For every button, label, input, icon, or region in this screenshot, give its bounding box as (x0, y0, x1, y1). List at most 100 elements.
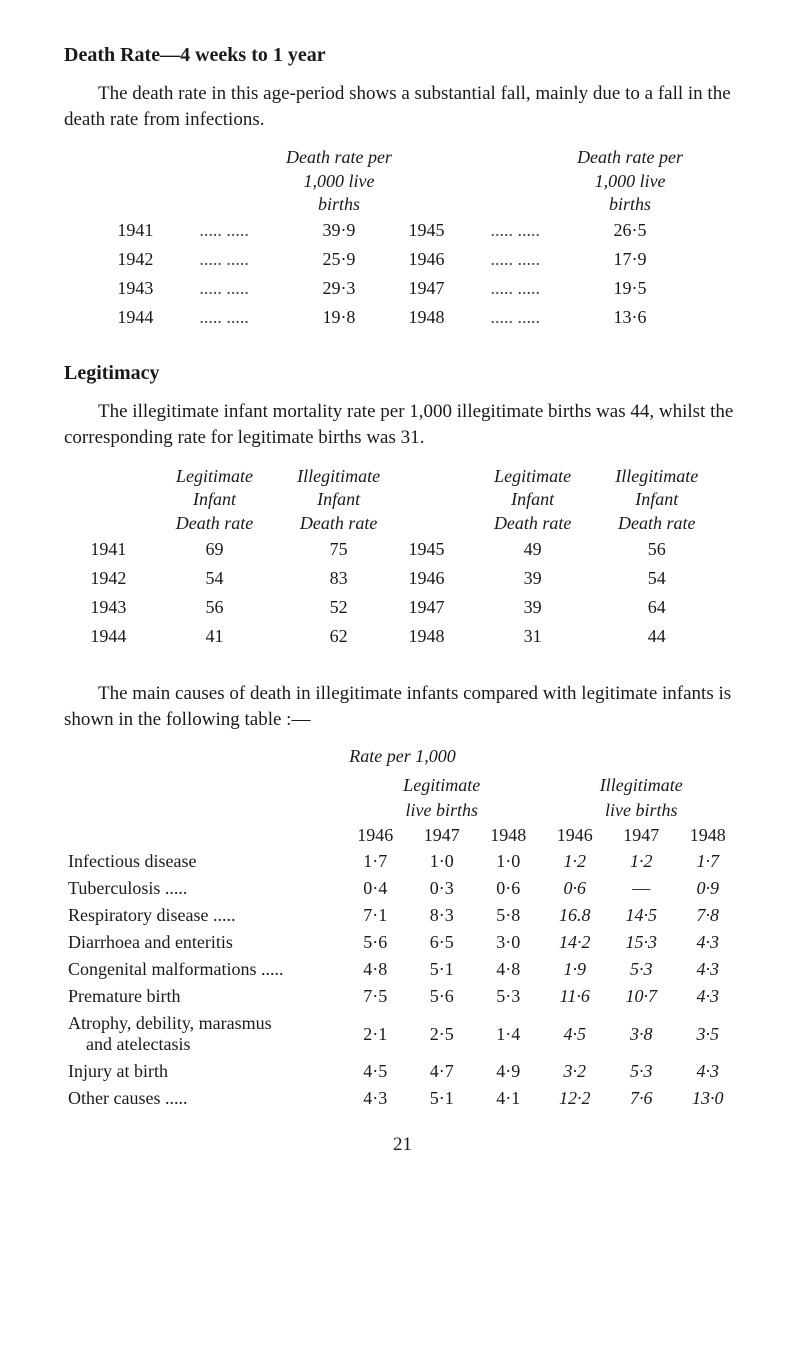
cell: 49 (472, 535, 592, 564)
cell: 4·3 (675, 956, 742, 983)
cell: 56 (593, 535, 721, 564)
cell: 75 (275, 535, 403, 564)
cell: 2·1 (342, 1010, 409, 1058)
cell: 1·9 (542, 956, 609, 983)
cell: 7·5 (342, 983, 409, 1010)
table-row: 1942..... .....25·91946..... .....17·9 (111, 245, 693, 274)
cell: 8·3 (409, 902, 476, 929)
cell: 4·8 (342, 956, 409, 983)
table-row: Infectious disease1·71·01·01·21·21·7 (64, 848, 741, 875)
cell: 1·7 (342, 848, 409, 875)
row-label: Atrophy, debility, marasmus and atelecta… (64, 1010, 342, 1058)
cell: 62 (275, 622, 403, 651)
table-row: Diarrhoea and enteritis5·66·53·014·215·3… (64, 929, 741, 956)
cell: 5·3 (608, 956, 675, 983)
table-row: 1944416219483144 (84, 622, 720, 651)
col-year: 1947 (608, 823, 675, 848)
cell: 1947 (403, 274, 485, 303)
row-label: Injury at birth (64, 1058, 342, 1085)
table-row: 1941..... .....39·91945..... .....26·5 (111, 216, 693, 245)
cell: 7·6 (608, 1085, 675, 1112)
section1-title: Death Rate—4 weeks to 1 year (64, 44, 741, 67)
cell: 7·1 (342, 902, 409, 929)
table-row: Other causes .....4·35·14·112·27·613·0 (64, 1085, 741, 1112)
cell: 16.8 (542, 902, 609, 929)
cell: 1941 (111, 216, 193, 245)
cell: 5·1 (409, 956, 476, 983)
cell: 1941 (84, 535, 154, 564)
cell: 39 (472, 564, 592, 593)
cell: 5·6 (342, 929, 409, 956)
cell: 3·2 (542, 1058, 609, 1085)
cell: 19·8 (275, 303, 402, 332)
row-label: Premature birth (64, 983, 342, 1010)
t3-caption: Rate per 1,000 (64, 746, 741, 767)
cell: 4·3 (342, 1085, 409, 1112)
cell: 29·3 (275, 274, 402, 303)
table-row: Tuberculosis .....0·40·30·60·6—0·9 (64, 875, 741, 902)
cell: 13·6 (567, 303, 694, 332)
cell: 1·0 (409, 848, 476, 875)
cell: 1944 (111, 303, 193, 332)
section3-para: The main causes of death in illegitimate… (64, 681, 741, 732)
t3-sub-a: live births (342, 798, 542, 823)
cell: 4·1 (475, 1085, 542, 1112)
cell: ..... ..... (193, 303, 275, 332)
cell: 12·2 (542, 1085, 609, 1112)
cell: 0·6 (475, 875, 542, 902)
table-row: 1944..... .....19·81948..... .....13·6 (111, 303, 693, 332)
page: Death Rate—4 weeks to 1 year The death r… (0, 0, 801, 1196)
cell: 3·5 (675, 1010, 742, 1058)
table-legitimacy: LegitimateInfantDeath rate IllegitimateI… (84, 465, 720, 651)
cell: 1944 (84, 622, 154, 651)
cell: 1·2 (542, 848, 609, 875)
cell: 10·7 (608, 983, 675, 1010)
cell: 1·2 (608, 848, 675, 875)
table-row: Congenital malformations .....4·85·14·81… (64, 956, 741, 983)
cell: 0·3 (409, 875, 476, 902)
cell: ..... ..... (485, 274, 567, 303)
cell: ..... ..... (193, 274, 275, 303)
cell: 1942 (84, 564, 154, 593)
cell: 13·0 (675, 1085, 742, 1112)
cell: 1947 (402, 593, 472, 622)
cell: 3·8 (608, 1010, 675, 1058)
cell: 2·5 (409, 1010, 476, 1058)
cell: 54 (593, 564, 721, 593)
cell: 25·9 (275, 245, 402, 274)
cell: 1945 (403, 216, 485, 245)
t2-h-ill-b: IllegitimateInfantDeath rate (593, 465, 721, 535)
cell: ..... ..... (485, 216, 567, 245)
t1-h1a: Death rate per (275, 146, 402, 169)
table-row: Respiratory disease .....7·18·35·816.814… (64, 902, 741, 929)
t1-h1b: Death rate per (567, 146, 694, 169)
cell: 54 (154, 564, 274, 593)
cell: 7·8 (675, 902, 742, 929)
cell: 31 (472, 622, 592, 651)
cell: 0·6 (542, 875, 609, 902)
cell: 44 (593, 622, 721, 651)
cell: 17·9 (567, 245, 694, 274)
cell: 19·5 (567, 274, 694, 303)
cell: 5·3 (475, 983, 542, 1010)
page-number: 21 (64, 1134, 741, 1156)
cell: 39 (472, 593, 592, 622)
cell: 41 (154, 622, 274, 651)
cell: 14·2 (542, 929, 609, 956)
cell: 26·5 (567, 216, 694, 245)
cell: 4·7 (409, 1058, 476, 1085)
section2-title: Legitimacy (64, 362, 741, 385)
table-row: 1943565219473964 (84, 593, 720, 622)
t1-h2b: 1,000 live births (567, 170, 694, 217)
t3-group-ill: Illegitimate (542, 773, 742, 798)
cell: 39·9 (275, 216, 402, 245)
table-death-rate: Death rate per Death rate per 1,000 live… (111, 146, 693, 332)
col-year: 1946 (342, 823, 409, 848)
cell: 4·5 (342, 1058, 409, 1085)
col-year: 1947 (409, 823, 476, 848)
col-year: 1946 (542, 823, 609, 848)
cell: 4·8 (475, 956, 542, 983)
cell: 1942 (111, 245, 193, 274)
table-row: Premature birth7·55·65·311·610·74·3 (64, 983, 741, 1010)
cell: 4·3 (675, 929, 742, 956)
